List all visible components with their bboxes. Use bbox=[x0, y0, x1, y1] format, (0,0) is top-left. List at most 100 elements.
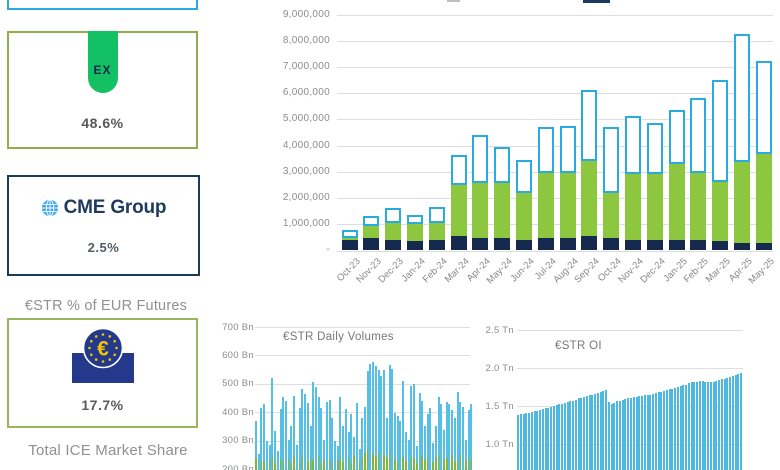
navy-segment bbox=[690, 239, 707, 250]
volume-bar bbox=[257, 454, 260, 470]
oi-bar bbox=[641, 396, 644, 470]
ecb-logo: € bbox=[71, 327, 135, 392]
volume-bar bbox=[361, 418, 364, 470]
volume-bar bbox=[271, 378, 274, 470]
volume-bar bbox=[290, 426, 293, 470]
volume-bar bbox=[320, 407, 323, 470]
y-axis-tick: 2,000,000 bbox=[282, 191, 330, 203]
volume-bar-green bbox=[377, 451, 380, 470]
volume-bar-green bbox=[282, 461, 284, 470]
volume-bar bbox=[317, 397, 320, 470]
oi-bar bbox=[663, 390, 666, 470]
navy-segment bbox=[450, 235, 467, 250]
volume-bar-green bbox=[353, 455, 355, 470]
oi-chart-title: €STR OI bbox=[555, 340, 602, 352]
oi-bar bbox=[519, 414, 522, 470]
oi-bar bbox=[569, 401, 572, 470]
hollow-blue-segment bbox=[712, 80, 729, 183]
oi-bar bbox=[618, 400, 621, 470]
oi-bar bbox=[561, 403, 564, 470]
volume-bar-green bbox=[328, 457, 331, 470]
gridline bbox=[517, 330, 743, 331]
oi-bar bbox=[726, 377, 729, 470]
volume-bar-green bbox=[443, 459, 445, 470]
green-segment bbox=[385, 223, 402, 240]
volume-bar bbox=[383, 369, 386, 470]
oi-bar bbox=[687, 383, 690, 470]
volume-bar bbox=[380, 375, 383, 470]
green-segment bbox=[690, 172, 707, 240]
volume-bar bbox=[421, 401, 424, 470]
volume-bar-green bbox=[383, 455, 385, 470]
volume-bar bbox=[284, 400, 287, 470]
volume-bar-green bbox=[279, 457, 282, 470]
oi-bar bbox=[596, 393, 599, 470]
green-segment bbox=[624, 174, 641, 240]
oi-bar bbox=[558, 404, 561, 470]
volume-bar bbox=[279, 409, 282, 470]
volume-bar bbox=[347, 431, 350, 470]
oi-bar bbox=[563, 402, 566, 470]
estr-oi-chart bbox=[517, 325, 743, 470]
oi-bar bbox=[577, 398, 580, 470]
volume-bar-green bbox=[435, 457, 437, 470]
y-axis-tick: 3,000,000 bbox=[282, 165, 330, 177]
volume-bar-green bbox=[301, 454, 304, 470]
navy-segment bbox=[537, 238, 554, 250]
oi-bar bbox=[643, 395, 646, 470]
cme-logo-text: CME Group bbox=[63, 197, 167, 218]
gridline bbox=[337, 15, 773, 16]
volume-bar-green bbox=[361, 458, 364, 470]
oi-bar bbox=[525, 412, 528, 470]
navy-segment bbox=[646, 239, 663, 250]
volume-bar-green bbox=[293, 457, 295, 470]
volume-bar bbox=[314, 386, 317, 470]
navy-segment bbox=[515, 239, 532, 250]
gridline bbox=[337, 197, 773, 199]
volume-bar-green bbox=[260, 459, 263, 470]
volume-bar-green bbox=[426, 458, 429, 470]
oi-bar bbox=[528, 412, 531, 470]
volume-bar bbox=[385, 417, 388, 470]
volume-bar-green bbox=[323, 460, 325, 470]
volume-bar-green bbox=[405, 461, 407, 470]
volume-bar bbox=[372, 361, 375, 470]
bar-stack bbox=[385, 0, 402, 250]
oi-bar bbox=[676, 387, 679, 470]
green-segment bbox=[406, 223, 423, 241]
oi-bar bbox=[574, 399, 577, 470]
hollow-blue-segment bbox=[559, 126, 576, 173]
oi-bar bbox=[660, 391, 663, 470]
green-segment bbox=[668, 163, 685, 240]
total-ice-market-share-label: Total ICE Market Share bbox=[28, 442, 188, 459]
volume-bar-green bbox=[424, 460, 426, 470]
volume-bar bbox=[298, 407, 301, 470]
green-segment bbox=[755, 154, 772, 244]
volume-bar-green bbox=[416, 462, 418, 470]
navy-segment bbox=[624, 239, 641, 250]
oi-bar bbox=[530, 412, 533, 470]
volume-bar bbox=[393, 412, 396, 470]
volume-bar-green bbox=[364, 452, 366, 470]
gridline bbox=[337, 67, 773, 69]
navy-segment bbox=[603, 238, 620, 250]
oi-bar bbox=[621, 399, 624, 470]
gridline bbox=[337, 93, 773, 95]
volume-bar bbox=[437, 396, 440, 470]
volume-bar bbox=[413, 383, 416, 470]
oi-bar bbox=[536, 410, 539, 470]
oi-bar bbox=[566, 402, 569, 470]
oi-bar bbox=[665, 390, 668, 470]
volume-bar-green bbox=[432, 461, 434, 470]
gridline bbox=[337, 223, 773, 225]
y-axis-tick: 300 Bn bbox=[222, 435, 254, 447]
oi-bar bbox=[591, 394, 594, 470]
navy-segment bbox=[559, 238, 576, 250]
volume-bar bbox=[339, 396, 342, 470]
hollow-blue-segment bbox=[668, 110, 685, 164]
volume-bar-green bbox=[350, 462, 353, 470]
oi-bar bbox=[698, 380, 701, 470]
navy-segment bbox=[733, 243, 750, 250]
volume-bar-green bbox=[358, 460, 361, 470]
navy-segment bbox=[428, 239, 445, 250]
